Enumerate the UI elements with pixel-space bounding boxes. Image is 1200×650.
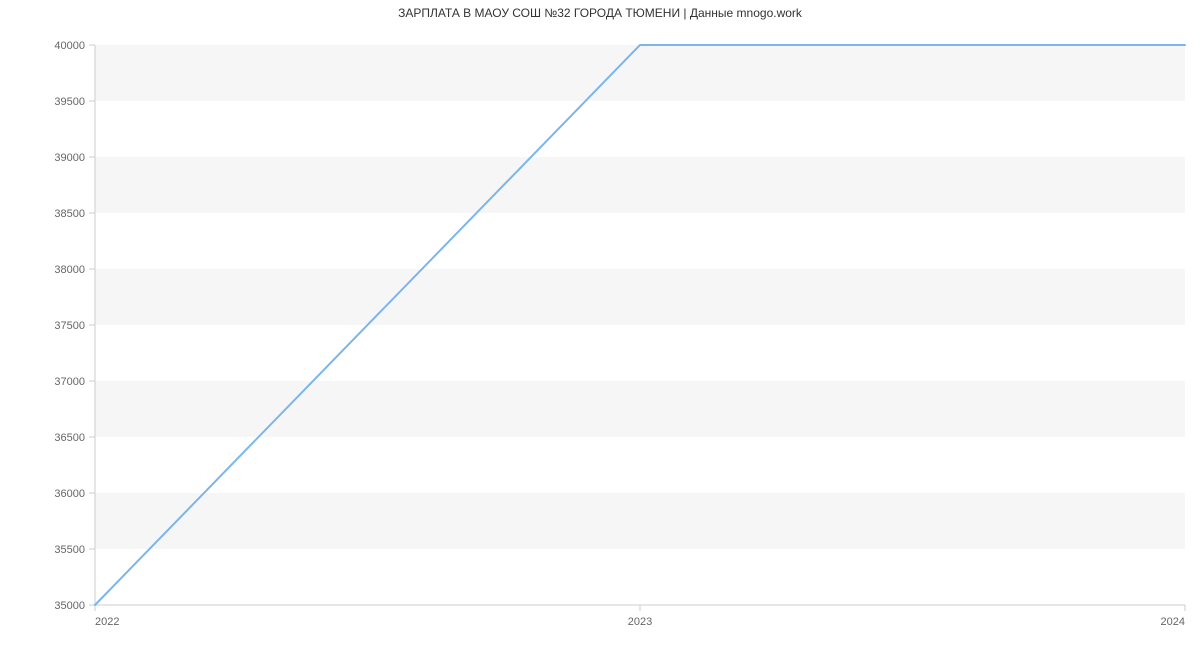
grid-band (95, 157, 1185, 213)
grid-band (95, 493, 1185, 549)
x-tick-label: 2024 (1161, 616, 1185, 628)
y-tick-label: 37000 (54, 376, 85, 388)
grid-band (95, 101, 1185, 157)
y-tick-label: 35500 (54, 544, 85, 556)
x-tick-label: 2022 (95, 616, 119, 628)
y-tick-label: 40000 (54, 40, 85, 52)
y-tick-label: 38000 (54, 264, 85, 276)
x-tick-label: 2023 (628, 616, 652, 628)
y-tick-label: 35000 (54, 600, 85, 612)
y-tick-label: 39000 (54, 152, 85, 164)
y-tick-label: 39500 (54, 96, 85, 108)
chart-title: ЗАРПЛАТА В МАОУ СОШ №32 ГОРОДА ТЮМЕНИ | … (0, 6, 1200, 20)
y-tick-label: 38500 (54, 208, 85, 220)
y-tick-label: 37500 (54, 320, 85, 332)
grid-band (95, 381, 1185, 437)
grid-band (95, 45, 1185, 101)
grid-band (95, 437, 1185, 493)
grid-band (95, 549, 1185, 605)
grid-band (95, 269, 1185, 325)
chart-svg: 35000 35500 36000 36500 37000 37500 38000 38500… (0, 0, 1200, 650)
y-tick-label: 36000 (54, 488, 85, 500)
y-tick-label: 36500 (54, 432, 85, 444)
chart-container: ЗАРПЛАТА В МАОУ СОШ №32 ГОРОДА ТЮМЕНИ | … (0, 0, 1200, 650)
grid-band (95, 213, 1185, 269)
grid-band (95, 325, 1185, 381)
